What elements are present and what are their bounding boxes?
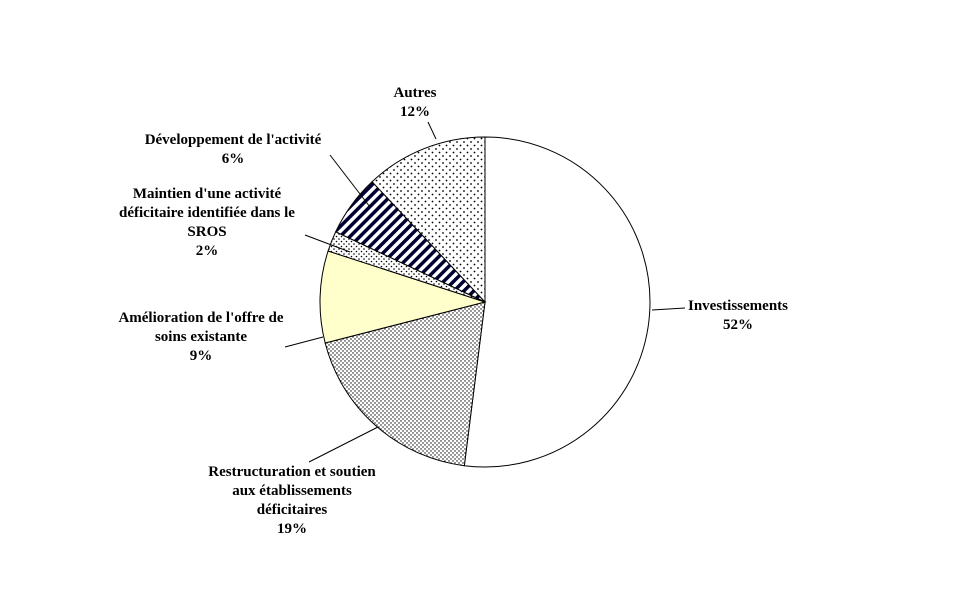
slice-label-restructuration: Restructuration et soutien aux établisse… xyxy=(208,463,375,539)
leader-line-investissements xyxy=(651,307,686,311)
slice-label-text: aux établissements xyxy=(232,483,352,499)
slice-label-text: Restructuration et soutien xyxy=(208,464,376,480)
slice-label-maintien: Maintien d'une activité déficitaire iden… xyxy=(119,185,295,261)
slice-label-text: Investissements xyxy=(688,298,788,314)
pie-slice-autres xyxy=(371,136,486,304)
slice-label-text: Autres xyxy=(393,85,437,101)
slice-label-text: Développement de l'activité xyxy=(144,132,322,148)
slice-label-pct: 12% xyxy=(400,104,430,120)
slice-label-autres: Autres 12% xyxy=(393,84,436,122)
leader-line-developpement xyxy=(329,154,371,208)
slice-label-amelioration: Amélioration de l'offre de soins existan… xyxy=(118,309,283,366)
slice-label-pct: 19% xyxy=(276,521,307,537)
slice-label-pct: 6% xyxy=(221,151,245,167)
slice-label-text: Maintien d'une activité xyxy=(132,186,282,202)
leader-line-autres xyxy=(427,121,437,140)
pie-slice-restructuration xyxy=(324,301,486,467)
slice-label-investissements: Investissements 52% xyxy=(688,297,788,335)
pie-slices xyxy=(319,136,651,468)
leader-lines xyxy=(284,121,686,463)
slice-label-text: SROS xyxy=(187,224,227,240)
slice-label-pct: 2% xyxy=(195,243,219,259)
slice-label-pct: 52% xyxy=(723,317,753,333)
slice-label-text: soins existante xyxy=(154,329,248,345)
leader-line-amelioration xyxy=(284,336,324,348)
slice-label-text: Amélioration de l'offre de xyxy=(118,310,284,326)
leader-line-restructuration xyxy=(308,426,379,463)
leader-line-maintien xyxy=(304,234,351,253)
pie-slice-amelioration xyxy=(319,250,487,344)
slice-label-pct: 9% xyxy=(189,348,213,364)
slice-label-developpement: Développement de l'activité 6% xyxy=(145,131,322,169)
slice-label-text: déficitaires xyxy=(256,502,328,518)
slice-label-text: déficitaire identifiée dans le xyxy=(119,205,295,221)
pie-slice-investissements xyxy=(463,136,651,468)
